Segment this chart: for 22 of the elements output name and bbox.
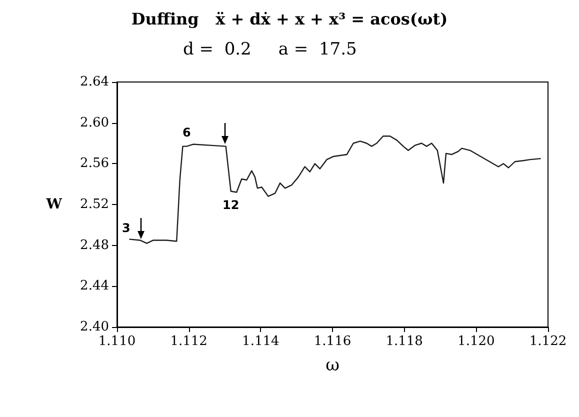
x-tick-label: 1.120 (458, 334, 495, 349)
x-axis-title: ω (326, 356, 340, 376)
y-tick-label: 2.40 (80, 320, 109, 334)
y-tick-label: 2.56 (80, 156, 109, 172)
line-series (128, 136, 542, 244)
y-tick-label: 2.44 (80, 278, 109, 294)
chart-title: Duffing ẍ + dẋ + x + x³ = acos(ωt) (131, 10, 448, 28)
x-tick-label: 1.110 (98, 334, 136, 349)
y-axis-title: W (45, 196, 62, 212)
x-tick-label: 1.112 (170, 334, 208, 349)
annotation: 6 (182, 125, 191, 140)
x-tick-label: 1.118 (386, 334, 423, 349)
x-tick-label: 1.122 (529, 334, 567, 349)
x-tick-label: 1.116 (314, 334, 352, 349)
chart-subtitle: d = 0.2 a = 17.5 (183, 40, 357, 60)
annotation: 12 (222, 198, 240, 212)
y-tick-label: 2.60 (80, 115, 109, 130)
y-tick-label: 2.64 (80, 74, 109, 90)
x-tick-label: 1.114 (242, 334, 280, 349)
annotation: 3 (122, 221, 130, 236)
y-tick-label: 2.52 (80, 197, 109, 212)
y-tick-label: 2.48 (80, 238, 109, 253)
